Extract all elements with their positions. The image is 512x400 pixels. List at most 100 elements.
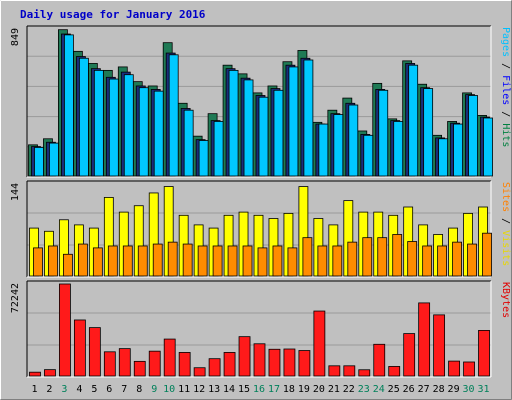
day-label-22: 22	[343, 384, 355, 395]
bar-pages-day-13	[213, 121, 224, 177]
day-label-6: 6	[106, 384, 112, 395]
bar-sites-day-17	[272, 245, 283, 277]
day-label-11: 11	[178, 384, 190, 395]
bar-kbytes-day-30	[463, 361, 475, 377]
legend-part-2: Visits	[500, 230, 511, 266]
bar-kbytes-day-29	[448, 360, 460, 377]
bar-sites-day-20	[317, 245, 328, 277]
day-label-31: 31	[477, 384, 489, 395]
day-label-19: 19	[298, 384, 310, 395]
bar-pages-day-31	[483, 117, 493, 177]
panel-hits-files-pages: 849 Pages / Files / Hits	[10, 25, 511, 178]
bar-sites-day-3	[63, 253, 73, 277]
day-label-15: 15	[238, 384, 250, 395]
bar-sites-day-4	[77, 243, 88, 277]
bar-sites-day-21	[332, 245, 343, 277]
bar-pages-day-5	[93, 69, 104, 177]
day-label-27: 27	[418, 384, 430, 395]
bar-kbytes-day-10	[163, 338, 176, 377]
bar-kbytes-day-12	[193, 367, 206, 377]
bar-sites-day-31	[482, 232, 492, 277]
bar-kbytes-day-8	[133, 360, 146, 377]
day-label-25: 25	[388, 384, 400, 395]
axis-max-label: 144	[10, 183, 21, 201]
legend-part-4: Hits	[500, 123, 511, 147]
day-label-2: 2	[46, 384, 52, 395]
day-label-30: 30	[463, 384, 475, 395]
bar-sites-day-12	[197, 245, 208, 277]
bar-kbytes-day-24	[373, 343, 386, 377]
bar-kbytes-day-2	[44, 369, 56, 377]
bar-pages-day-11	[183, 109, 194, 177]
bar-pages-day-15	[243, 79, 254, 177]
bar-kbytes-day-9	[148, 350, 161, 377]
bar-pages-day-24	[378, 89, 389, 177]
bar-sites-day-16	[257, 247, 268, 277]
bar-sites-day-18	[287, 247, 298, 277]
day-label-17: 17	[268, 384, 280, 395]
bar-kbytes-day-16	[253, 343, 266, 377]
bar-kbytes-day-7	[118, 348, 131, 377]
bar-sites-day-28	[437, 245, 448, 277]
bar-kbytes-day-21	[328, 365, 341, 377]
bar-sites-day-27	[422, 245, 433, 277]
bar-pages-day-12	[198, 140, 209, 177]
bar-sites-day-2	[48, 245, 58, 277]
bar-pages-day-2	[49, 142, 59, 177]
bar-sites-day-14	[227, 245, 238, 277]
bar-kbytes-day-17	[268, 348, 281, 377]
legend-part-0: Pages	[500, 27, 511, 57]
bar-pages-day-28	[438, 138, 449, 177]
bar-sites-day-10	[167, 241, 178, 277]
bar-sites-day-26	[407, 241, 418, 277]
bar-pages-day-17	[273, 89, 284, 177]
bar-sites-day-5	[92, 247, 103, 277]
panel-visits-sites: 144 Sites / Visits	[10, 180, 511, 278]
bar-sites-day-11	[182, 243, 193, 277]
bar-pages-day-25	[393, 121, 404, 177]
bar-pages-day-10	[168, 54, 179, 177]
bar-pages-day-1	[34, 147, 44, 177]
bar-kbytes-day-14	[223, 352, 236, 377]
bar-kbytes-day-6	[103, 351, 116, 377]
axis-max-label: 849	[10, 28, 21, 46]
day-label-12: 12	[193, 384, 205, 395]
bar-pages-day-21	[333, 114, 344, 177]
bar-pages-day-19	[303, 59, 314, 177]
day-label-26: 26	[403, 384, 415, 395]
bar-kbytes-day-22	[343, 365, 356, 377]
bar-pages-day-18	[288, 66, 299, 177]
bar-sites-day-15	[242, 245, 253, 277]
bar-kbytes-day-28	[433, 314, 446, 377]
bar-pages-day-30	[468, 95, 478, 177]
bar-sites-day-6	[107, 245, 118, 277]
day-label-18: 18	[283, 384, 295, 395]
bar-kbytes-day-25	[388, 366, 401, 377]
bar-kbytes-day-3	[59, 283, 71, 377]
day-label-1: 1	[31, 384, 37, 395]
chart-title: Daily usage for January 2016	[20, 8, 206, 21]
bar-pages-day-3	[64, 34, 74, 177]
bar-kbytes-day-15	[238, 336, 251, 377]
panel-kbytes: 72242 KBytes	[10, 280, 511, 378]
bar-pages-day-23	[363, 134, 374, 177]
bar-pages-day-8	[138, 87, 149, 177]
day-label-13: 13	[208, 384, 220, 395]
bar-kbytes-day-1	[29, 371, 41, 377]
day-label-5: 5	[91, 384, 97, 395]
day-label-14: 14	[223, 384, 235, 395]
bar-pages-day-4	[78, 57, 89, 177]
bar-sites-day-19	[302, 237, 313, 277]
bar-kbytes-day-4	[73, 319, 86, 377]
bar-kbytes-day-18	[283, 348, 296, 377]
panel-legend: Pages / Files / Hits	[500, 27, 511, 147]
day-label-8: 8	[136, 384, 142, 395]
bar-sites-day-23	[362, 237, 373, 277]
day-label-10: 10	[163, 384, 175, 395]
day-label-4: 4	[76, 384, 82, 395]
bar-pages-day-20	[318, 123, 329, 177]
legend-part-2: Files	[500, 75, 511, 105]
day-label-9: 9	[151, 384, 157, 395]
